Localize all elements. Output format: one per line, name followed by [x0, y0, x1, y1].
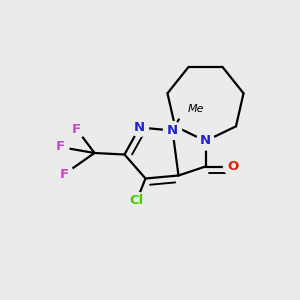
Text: N: N: [134, 121, 145, 134]
Text: O: O: [227, 160, 238, 173]
Circle shape: [130, 118, 148, 136]
Text: F: F: [60, 167, 69, 181]
Text: N: N: [167, 124, 178, 137]
Circle shape: [56, 165, 74, 183]
Circle shape: [196, 132, 214, 150]
Circle shape: [51, 138, 69, 156]
Text: F: F: [72, 122, 81, 136]
Text: N: N: [200, 134, 211, 148]
Text: Me: Me: [188, 104, 205, 115]
Circle shape: [224, 158, 242, 175]
Circle shape: [128, 192, 146, 210]
Circle shape: [68, 120, 85, 138]
Circle shape: [175, 100, 194, 119]
Text: Cl: Cl: [129, 194, 144, 208]
Circle shape: [164, 122, 181, 140]
Text: F: F: [56, 140, 64, 154]
